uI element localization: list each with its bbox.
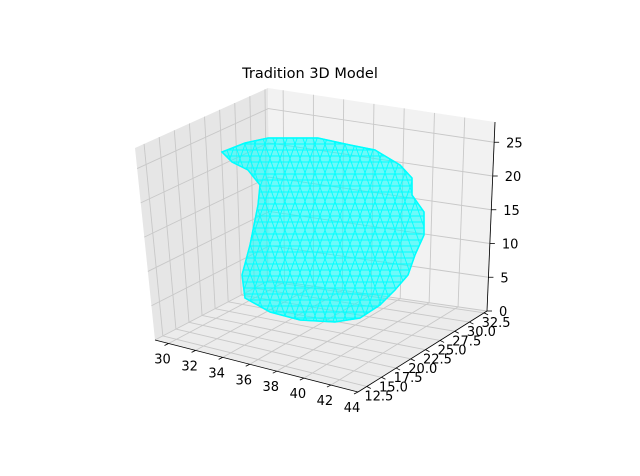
x-tick-label: 38 <box>263 380 280 395</box>
y-tick-label: 12.5 <box>364 389 393 404</box>
x-axis-ticks: 30 32 34 36 38 40 42 44 <box>154 343 360 416</box>
grid-line-y-left <box>158 137 177 330</box>
x-tick-label: 36 <box>235 373 252 388</box>
x-tick-mark <box>299 377 305 381</box>
x-tick-mark <box>353 391 359 395</box>
grid-line-y-left <box>173 130 190 323</box>
x-tick-label: 44 <box>344 401 361 416</box>
grid-line-x-back <box>428 112 435 303</box>
x-tick-mark <box>191 350 196 353</box>
grid-line-x-back <box>457 117 466 307</box>
y-tick-label: 27.5 <box>452 334 481 349</box>
z-axis-line <box>486 121 496 312</box>
grid-line-y-left <box>188 123 203 316</box>
chart-title: Tradition 3D Model <box>241 66 378 82</box>
y-tick-mark <box>381 376 386 380</box>
z-tick-label: 15 <box>503 204 520 219</box>
y-tick-label: 22.5 <box>423 353 452 368</box>
y-tick-mark <box>483 312 489 316</box>
x-tick-mark <box>164 343 169 346</box>
y-tick-mark <box>410 358 415 362</box>
grid-line-y-floor <box>175 328 382 378</box>
y-tick-mark <box>439 340 445 343</box>
grid-line-x-floor <box>330 306 459 386</box>
y-tick-label: 30.0 <box>467 325 496 340</box>
grid-line-x-floor <box>303 302 430 379</box>
x-tick-label: 32 <box>181 359 198 374</box>
x-tick-mark <box>272 370 277 374</box>
x-tick-mark <box>218 356 223 360</box>
z-tick-label: 10 <box>502 238 519 253</box>
y-tick-label: 25.0 <box>438 343 467 358</box>
y-tick-mark <box>425 349 430 353</box>
grid-line-z <box>136 108 495 169</box>
y-tick-mark <box>395 367 401 371</box>
mesh-outline <box>220 137 425 323</box>
y-axis-ticks: 12.515.017.520.022.525.027.530.032.5 <box>364 312 511 404</box>
y-tick-mark <box>454 330 459 334</box>
grid-line-y-left <box>143 143 164 336</box>
axes <box>154 121 496 393</box>
z-axis-ticks: 0 5 10 15 20 25 <box>487 136 523 320</box>
grid-line-y-floor <box>162 335 367 387</box>
grid-line-y-left <box>234 102 242 296</box>
y-tick-label: 17.5 <box>394 371 423 386</box>
y-axis-line <box>357 310 488 393</box>
grid-line-y-floor <box>188 321 397 369</box>
grid-line-y-floor <box>201 315 411 360</box>
y-tick-label: 15.0 <box>379 380 408 395</box>
z-tick-label: 20 <box>505 170 522 185</box>
floor-pane <box>155 280 487 392</box>
x-tick-label: 40 <box>290 387 307 402</box>
z-tick-label: 0 <box>499 305 507 320</box>
y-tick-mark <box>469 321 474 325</box>
z-tick-label: 5 <box>500 271 508 286</box>
x-tick-label: 30 <box>154 352 171 367</box>
z-tick-label: 25 <box>506 136 523 151</box>
x-tick-label: 34 <box>208 366 225 381</box>
x-tick-label: 42 <box>317 394 334 409</box>
y-tick-mark <box>366 386 371 389</box>
x-tick-mark <box>326 384 332 388</box>
y-tick-label: 20.0 <box>408 362 437 377</box>
grid-line-y-floor <box>215 308 426 351</box>
grid-line-y-left <box>219 109 229 302</box>
grid-line-x-floor <box>276 298 401 372</box>
grid-line-y-left <box>204 116 216 309</box>
y-tick-label: 32.5 <box>482 316 511 331</box>
x-axis-line <box>154 339 359 393</box>
x-tick-mark <box>245 363 250 367</box>
